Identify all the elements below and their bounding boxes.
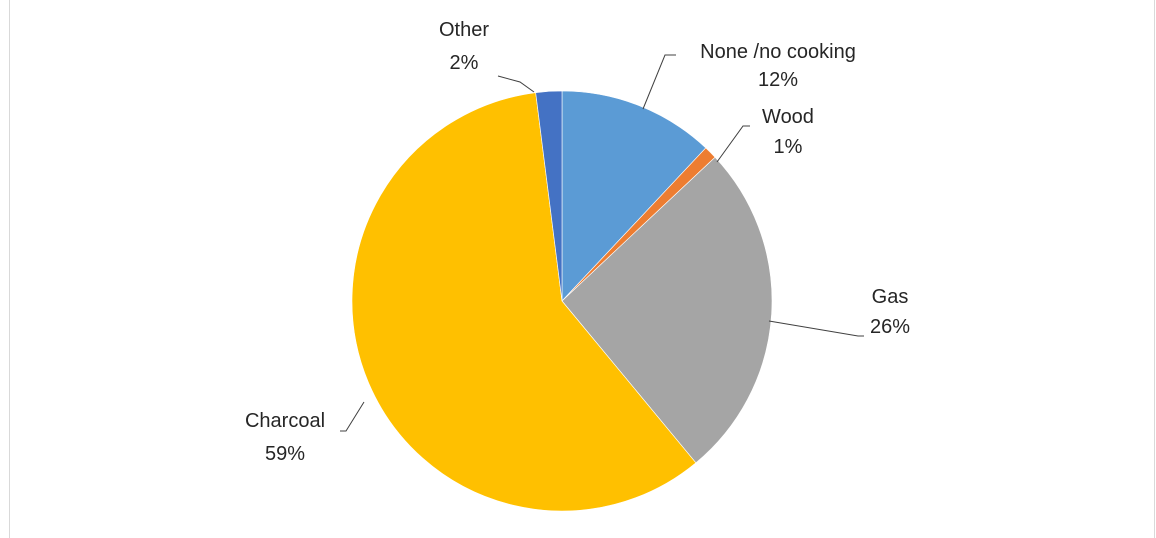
pie-slice-charcoal bbox=[351, 92, 697, 512]
leader-line-wood bbox=[716, 125, 750, 163]
pie-slices bbox=[351, 90, 773, 512]
chart-frame bbox=[9, 0, 1155, 538]
data-label-name-wood: Wood bbox=[762, 106, 814, 128]
leader-line-charcoal bbox=[340, 401, 365, 432]
data-label-name-other: Other bbox=[439, 19, 489, 41]
leader-line-other bbox=[497, 75, 535, 93]
data-label-value-gas: 26% bbox=[870, 316, 910, 338]
data-label-value-charcoal: 59% bbox=[265, 443, 305, 465]
leader-lines bbox=[340, 54, 864, 432]
data-label-value-other: 2% bbox=[450, 52, 479, 74]
data-label-value-none-no-cooking: 12% bbox=[758, 69, 798, 91]
data-label-name-charcoal: Charcoal bbox=[245, 410, 325, 432]
data-label-value-wood: 1% bbox=[774, 136, 803, 158]
data-labels: None /no cooking 12% Wood 1% Gas 26% Charcoal 5… bbox=[245, 19, 910, 465]
pie-slice-gas bbox=[561, 156, 773, 464]
leader-line-none-no-cooking bbox=[642, 54, 676, 110]
pie-slice-none-no-cooking bbox=[561, 90, 707, 302]
leader-line-gas bbox=[768, 320, 864, 337]
pie-slice-other bbox=[535, 90, 563, 302]
data-label-name-gas: Gas bbox=[872, 286, 909, 308]
data-label-name-none-no-cooking: None /no cooking bbox=[700, 41, 856, 63]
